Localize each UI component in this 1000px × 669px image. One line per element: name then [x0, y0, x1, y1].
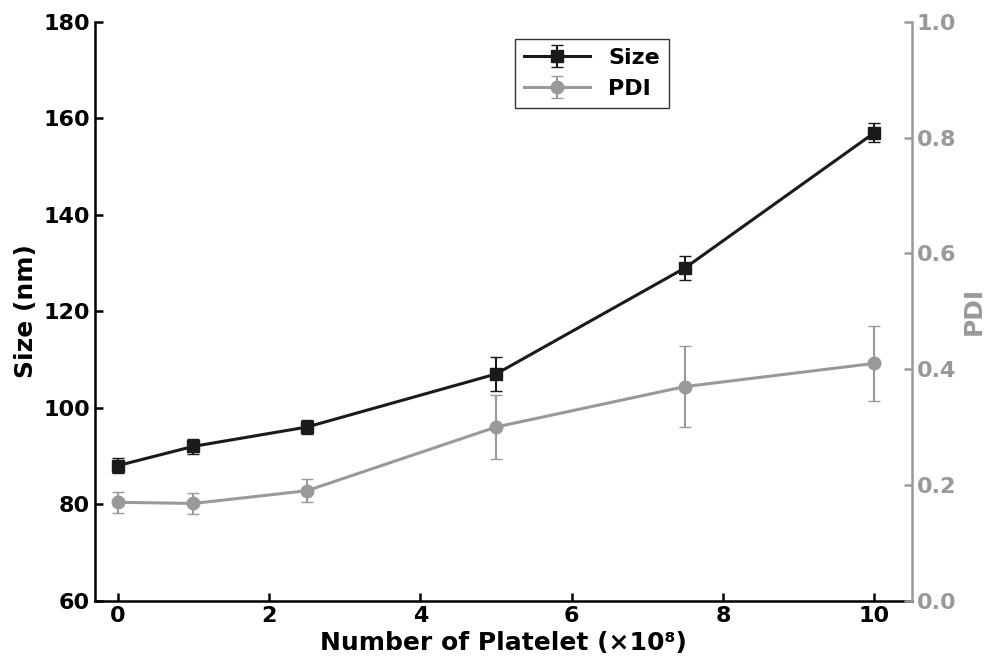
- Legend: Size, PDI: Size, PDI: [515, 39, 669, 108]
- Y-axis label: Size (nm): Size (nm): [14, 244, 38, 378]
- Y-axis label: PDI: PDI: [962, 287, 986, 335]
- X-axis label: Number of Platelet (×10⁸): Number of Platelet (×10⁸): [320, 631, 687, 655]
